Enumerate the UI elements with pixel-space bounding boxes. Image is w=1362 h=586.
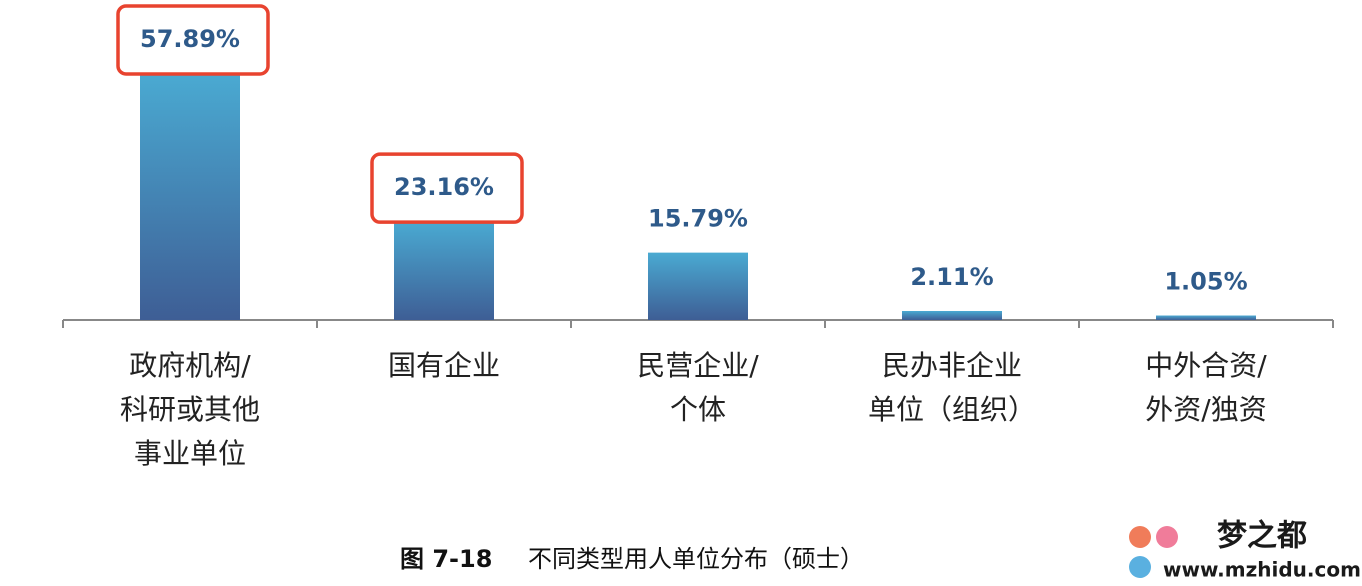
figure-number: 图 7-18 xyxy=(400,545,492,573)
bar xyxy=(902,310,1002,320)
x-tick-label: 个体 xyxy=(670,393,726,426)
x-tick-label: 外资/独资 xyxy=(1145,393,1266,426)
watermark-icon xyxy=(1129,526,1151,548)
bar xyxy=(648,252,748,320)
x-tick-label: 政府机构/ xyxy=(129,349,251,382)
highlight-box xyxy=(370,152,524,224)
watermark-icon xyxy=(1129,556,1151,578)
x-tick-label: 中外合资/ xyxy=(1145,349,1267,382)
bar xyxy=(140,73,240,320)
x-tick-label: 事业单位 xyxy=(134,437,246,470)
highlight-box xyxy=(116,4,270,76)
x-tick-label: 科研或其他 xyxy=(120,393,260,426)
value-label: 1.05% xyxy=(1164,268,1247,296)
watermark-icon xyxy=(1156,526,1178,548)
value-label: 57.89% xyxy=(140,25,240,53)
x-tick-label: 民办非企业 xyxy=(882,349,1022,382)
x-tick-label: 国有企业 xyxy=(388,349,500,382)
bar xyxy=(1156,315,1256,320)
bar xyxy=(394,221,494,320)
value-label: 23.16% xyxy=(394,173,494,201)
value-label: 2.11% xyxy=(910,263,993,291)
watermark-url: www.mzhidu.com xyxy=(1163,558,1361,582)
value-label: 15.79% xyxy=(648,205,748,233)
chart-title: 不同类型用人单位分布（硕士） xyxy=(528,545,864,573)
x-tick-label: 民营企业/ xyxy=(637,349,759,382)
x-tick-label: 单位（组织） xyxy=(868,393,1036,426)
watermark-name: 梦之都 xyxy=(1217,519,1307,554)
